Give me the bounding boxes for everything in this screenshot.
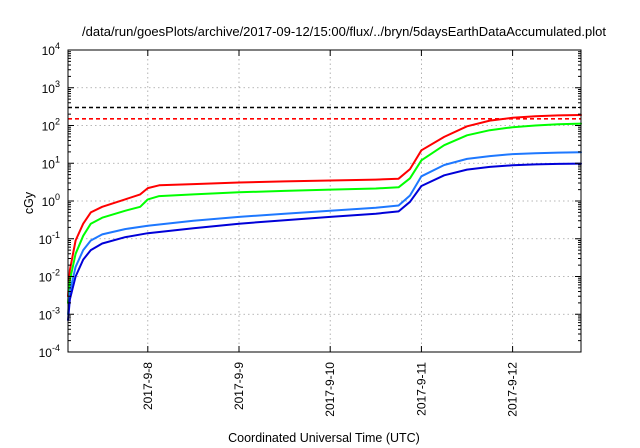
tick-layer [68, 49, 581, 353]
y-tick-labels: 10-4 10-3 10-2 10-1 100 101 102 103 104 [39, 41, 60, 360]
chart-title: /data/run/goesPlots/archive/2017-09-12/1… [82, 24, 606, 39]
y-tick-label: 100 [42, 192, 60, 209]
y-tick-label: 10-3 [39, 305, 60, 322]
series-line [67, 114, 582, 298]
grid-layer [68, 50, 581, 352]
x-tick-label: 2017-9-12 [506, 362, 520, 417]
series-line [67, 162, 582, 322]
y-tick-label: 103 [42, 79, 60, 96]
y-tick-label: 102 [42, 117, 60, 134]
y-tick-label: 10-4 [39, 343, 60, 360]
y-tick-label: 101 [42, 154, 60, 171]
y-tick-label: 10-2 [39, 268, 60, 285]
x-tick-label: 2017-9-11 [414, 362, 428, 416]
y-tick-label: 104 [42, 41, 60, 58]
x-tick-label: 2017-9-10 [323, 362, 337, 417]
x-axis-label: Coordinated Universal Time (UTC) [228, 431, 420, 445]
series-layer [67, 114, 582, 322]
series-line [67, 151, 582, 316]
x-tick-label: 2017-9-9 [232, 362, 246, 410]
series-line [67, 122, 582, 304]
x-tick-labels: 2017-9-8 2017-9-9 2017-9-10 2017-9-11 2017-9… [141, 362, 520, 417]
y-tick-label: 10-1 [39, 230, 60, 247]
threshold-layer [68, 106, 581, 120]
x-tick-label: 2017-9-8 [141, 362, 155, 410]
y-axis-label: cGy [22, 191, 36, 214]
